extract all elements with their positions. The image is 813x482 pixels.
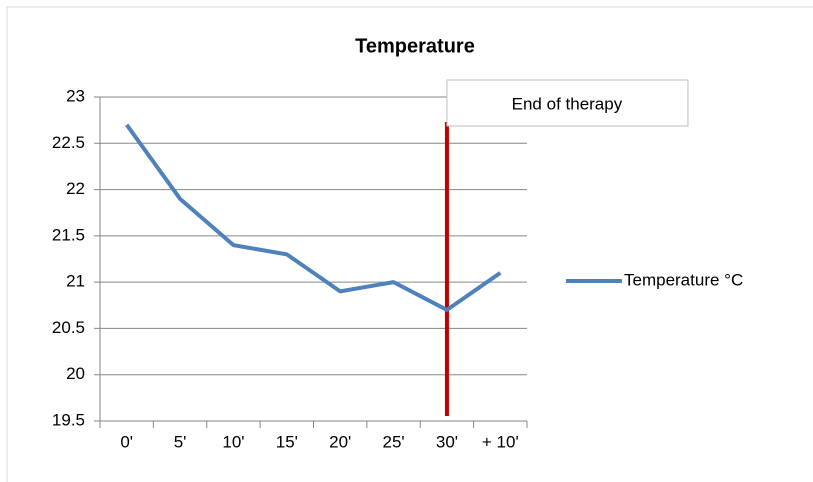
y-tick-label: 22.5 [52,133,85,152]
y-tick-label: 21 [66,272,85,291]
y-tick-label: 20 [66,364,85,383]
x-tick-label: 10' [222,432,244,451]
y-tick-label: 19.5 [52,410,85,429]
x-tick-label: 30' [436,432,458,451]
y-tick-label: 22 [66,179,85,198]
x-tick-label: 20' [329,432,351,451]
line-series [125,123,502,312]
annotation-box [446,79,689,127]
x-tick-label: 0' [120,432,133,451]
chart-border [6,6,813,482]
chart-title: Temperature [355,35,475,57]
x-tick-label: 15' [276,432,298,451]
y-tick-label: 20.5 [52,318,85,337]
annotation-text: End of therapy [512,94,623,113]
x-tick-label: 25' [382,432,404,451]
x-tick-label: 5' [174,432,187,451]
y-tick-label: 23 [66,86,85,105]
y-tick-label: 21.5 [52,225,85,244]
legend-label: Temperature °C [624,270,743,289]
x-tick-label: + 10' [482,432,519,451]
